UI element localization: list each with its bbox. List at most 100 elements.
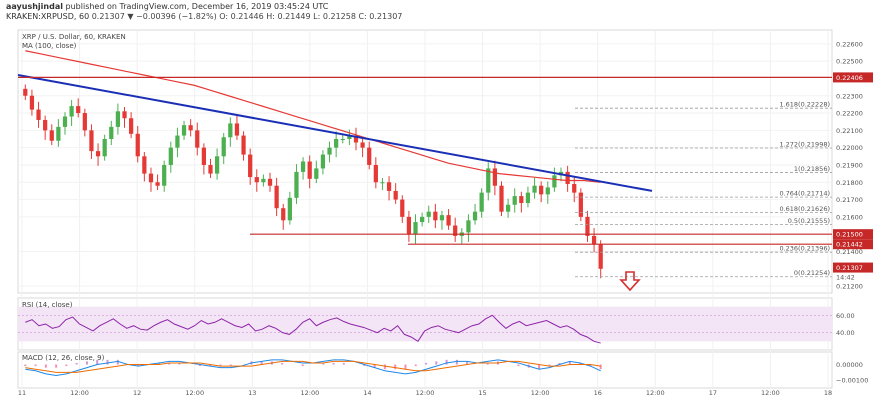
candle-body xyxy=(76,106,81,114)
bearish-trendline xyxy=(17,74,653,192)
y-tick-label: 0.21700 xyxy=(836,196,863,204)
candle-body xyxy=(148,173,154,183)
candle-body xyxy=(334,139,339,148)
candle-body xyxy=(591,235,597,245)
candle-body xyxy=(380,182,385,184)
candle-body xyxy=(492,168,497,186)
y-tick-label: 0.21200 xyxy=(836,283,863,291)
x-tick-label: 12:00 xyxy=(70,389,89,397)
fibonacci-level-label: 0.764(0.21714) xyxy=(779,190,830,198)
rsi-band xyxy=(18,306,832,342)
candle-body xyxy=(446,215,451,226)
x-tick-label: 17 xyxy=(709,389,717,397)
candle-body xyxy=(512,196,517,205)
candle-body xyxy=(486,168,491,193)
candle-body xyxy=(261,178,266,183)
candle-body xyxy=(241,135,246,155)
fibonacci-level-label: 0.236(0.21396) xyxy=(779,245,830,253)
candle-body xyxy=(340,139,345,141)
candle-body xyxy=(545,187,550,195)
candle-body xyxy=(300,161,306,172)
candle-body xyxy=(122,111,127,119)
quote-summary: 0.21307 ▼ −0.00396 (−1.82%) O: 0.21446 H… xyxy=(91,12,403,21)
price-level-label: 0.21500 xyxy=(836,231,863,239)
candle-body xyxy=(598,244,603,269)
candle-body xyxy=(195,130,200,148)
moving-average-line xyxy=(25,50,601,183)
candle-body xyxy=(287,197,292,221)
y-tick-label: 0.21900 xyxy=(836,161,863,169)
countdown-label: 14:42 xyxy=(836,274,855,282)
candle-body xyxy=(274,185,279,209)
macd-tick-label: −0.00100 xyxy=(836,377,868,385)
candle-body xyxy=(188,125,193,131)
candle-body xyxy=(373,164,378,183)
author-name: aayushjindal xyxy=(6,2,63,11)
x-tick-label: 12 xyxy=(133,389,141,397)
x-tick-label: 14 xyxy=(363,389,371,397)
down-arrow-icon xyxy=(619,271,641,292)
candle-body xyxy=(267,178,273,186)
candle-body xyxy=(115,111,121,127)
candle-body xyxy=(135,133,140,157)
candle-body xyxy=(228,123,233,138)
ma-legend-label: MA (100, close) xyxy=(22,42,77,50)
candle-body xyxy=(109,126,114,140)
candle-body xyxy=(505,204,511,212)
candle-body xyxy=(214,156,220,174)
candle-body xyxy=(400,199,405,217)
candle-body xyxy=(155,182,160,186)
candle-body xyxy=(208,164,213,174)
candle-body xyxy=(82,113,87,131)
signal-line xyxy=(25,360,601,373)
y-tick-label: 0.22300 xyxy=(836,92,863,100)
candle-body xyxy=(479,192,484,212)
candle-body xyxy=(181,125,187,136)
candle-body xyxy=(89,130,94,152)
candle-body xyxy=(43,119,48,131)
fibonacci-level-label: 1(0.21856) xyxy=(794,165,830,173)
candle-body xyxy=(360,142,365,148)
price-pane-title: XRP / U.S. Dollar, 60, KRAKEN xyxy=(22,33,126,41)
candle-body xyxy=(168,147,173,165)
candle-body xyxy=(49,130,54,141)
candle-body xyxy=(347,135,352,140)
candle-body xyxy=(314,168,319,179)
candle-body xyxy=(29,95,35,110)
candle-body xyxy=(585,216,590,236)
candle-body xyxy=(439,215,445,221)
x-tick-label: 12:00 xyxy=(646,389,665,397)
candle-body xyxy=(578,192,583,217)
x-tick-label: 18 xyxy=(824,389,832,397)
candle-body xyxy=(294,171,299,198)
x-tick-label: 11 xyxy=(18,389,26,397)
rsi-tick-label: 60.00 xyxy=(836,312,855,320)
candle-body xyxy=(69,106,74,117)
candle-body xyxy=(406,216,412,235)
price-level-tag xyxy=(833,239,873,250)
last-price-tag xyxy=(833,262,873,273)
candle-body xyxy=(102,139,107,157)
candle-body xyxy=(433,211,438,221)
candle-body xyxy=(466,220,471,233)
candle-body xyxy=(539,185,544,195)
x-tick-label: 12:00 xyxy=(300,389,319,397)
x-tick-label: 12:00 xyxy=(416,389,435,397)
candle-body xyxy=(413,222,418,235)
x-tick-label: 15 xyxy=(478,389,486,397)
candle-body xyxy=(552,175,557,188)
candle-body xyxy=(23,88,28,96)
candle-body xyxy=(393,190,398,200)
y-tick-label: 0.22600 xyxy=(836,40,863,48)
x-tick-label: 12:00 xyxy=(531,389,550,397)
y-tick-label: 0.22100 xyxy=(836,127,863,135)
candle-body xyxy=(56,126,61,141)
candle-body xyxy=(221,137,226,157)
y-tick-label: 0.22000 xyxy=(836,144,863,152)
fibonacci-level-label: 0(0.21254) xyxy=(794,269,830,277)
candle-body xyxy=(254,177,259,183)
candle-body xyxy=(201,147,206,165)
fibonacci-level-label: 1.272(0.21998) xyxy=(779,141,830,149)
rsi-line xyxy=(25,314,601,344)
